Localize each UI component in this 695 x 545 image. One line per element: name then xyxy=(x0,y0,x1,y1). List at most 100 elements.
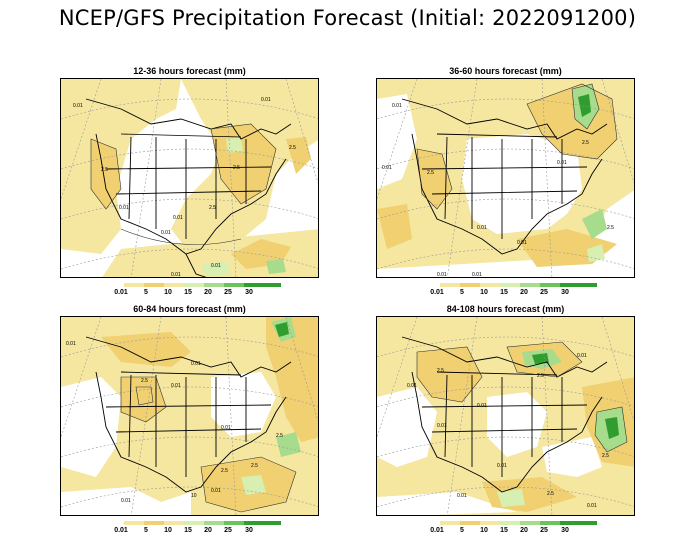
svg-text:2.5: 2.5 xyxy=(209,205,216,211)
graticule xyxy=(377,317,634,515)
svg-text:0.01: 0.01 xyxy=(221,425,231,431)
svg-text:0.01: 0.01 xyxy=(173,215,183,221)
legend-label: 10 xyxy=(480,527,488,534)
svg-text:2.5: 2.5 xyxy=(289,145,296,151)
contour-lines xyxy=(120,376,297,513)
svg-text:2.5: 2.5 xyxy=(276,433,283,439)
contour-lines xyxy=(416,341,628,453)
legend-label: 5 xyxy=(144,289,148,296)
legend-label: 25 xyxy=(224,527,232,534)
legend-swatch-5 xyxy=(520,521,540,525)
svg-text:0.01: 0.01 xyxy=(161,230,171,236)
legend-swatch-2 xyxy=(460,283,480,287)
svg-text:0.01: 0.01 xyxy=(577,353,587,359)
svg-text:2.5: 2.5 xyxy=(427,170,434,176)
legend-label: 25 xyxy=(224,289,232,296)
legend-label: 5 xyxy=(460,289,464,296)
svg-text:0.01: 0.01 xyxy=(557,160,567,166)
map-svg: 0.01 2.5 0.01 0.01 2.5 0.01 0.01 2.5 0.0… xyxy=(377,79,634,278)
legend-label: 20 xyxy=(204,289,212,296)
map-svg: 0.01 2.5 0.01 0.01 2.5 0.01 0.01 2.5 0.0… xyxy=(377,317,634,515)
legend-label: 30 xyxy=(561,289,569,296)
legend-label: 15 xyxy=(500,289,508,296)
legend-label: 5 xyxy=(144,527,148,534)
contour-labels: 0.01 2.5 0.01 0.01 2.5 0.01 0.01 2.5 0.0… xyxy=(382,103,614,278)
panel-title: 12-36 hours forecast (mm) xyxy=(133,66,246,76)
legend-label: 20 xyxy=(204,527,212,534)
legend-swatch-5 xyxy=(520,283,540,287)
legend-swatch-2 xyxy=(144,521,164,525)
legend-swatch-4 xyxy=(500,521,520,525)
precipitation-map: 0.01 2.5 0.01 0.01 2.5 0.01 0.01 2.5 0.0… xyxy=(376,78,635,278)
contour-lines xyxy=(416,83,618,210)
legend-label: 30 xyxy=(245,289,253,296)
svg-text:2.5: 2.5 xyxy=(233,165,240,171)
legend-label: 10 xyxy=(164,527,172,534)
svg-text:0.01: 0.01 xyxy=(457,493,467,499)
svg-text:0.01: 0.01 xyxy=(191,361,201,367)
legend-label: 0.01 xyxy=(430,289,444,296)
legend-label: 15 xyxy=(500,527,508,534)
svg-text:2.5: 2.5 xyxy=(101,167,108,173)
contour-labels: 0.01 2.5 0.01 2.5 0.01 2.5 0.01 0.01 2.5… xyxy=(73,97,296,278)
legend-swatch-6 xyxy=(540,283,560,287)
svg-text:0.01: 0.01 xyxy=(66,341,76,347)
legend-swatch-4 xyxy=(500,283,520,287)
legend-label: 10 xyxy=(164,289,172,296)
svg-text:2.5: 2.5 xyxy=(607,225,614,231)
svg-text:0.01: 0.01 xyxy=(119,205,129,211)
legend-swatch-5 xyxy=(204,521,224,525)
legend-label: 10 xyxy=(480,289,488,296)
precipitation-map: 0.01 2.5 0.01 0.01 2.5 0.01 2.5 0.01 2.5… xyxy=(60,316,319,516)
legend-swatch-2 xyxy=(460,521,480,525)
legend-label: 15 xyxy=(184,527,192,534)
svg-text:0.01: 0.01 xyxy=(171,383,181,389)
svg-text:2.5: 2.5 xyxy=(437,368,444,374)
precip-fill-high xyxy=(241,317,301,495)
contour-labels: 0.01 2.5 0.01 0.01 2.5 0.01 0.01 2.5 0.0… xyxy=(407,353,609,509)
svg-text:0.01: 0.01 xyxy=(407,383,417,389)
svg-text:2.5: 2.5 xyxy=(547,491,554,497)
svg-text:0.01: 0.01 xyxy=(392,103,402,109)
svg-text:0.01: 0.01 xyxy=(477,225,487,231)
graticule xyxy=(61,79,318,277)
svg-text:2.5: 2.5 xyxy=(537,373,544,379)
precipitation-map: 0.01 2.5 0.01 2.5 0.01 2.5 0.01 0.01 2.5… xyxy=(60,78,319,278)
precip-fill-white xyxy=(377,94,634,277)
legend-label: 25 xyxy=(540,289,548,296)
legend-swatch-6 xyxy=(224,283,244,287)
legend: 0.01 5 10 15 20 25 30 xyxy=(430,283,597,299)
svg-text:0.01: 0.01 xyxy=(211,488,221,494)
contour-labels: 0.01 2.5 0.01 0.01 2.5 0.01 2.5 0.01 2.5… xyxy=(66,341,283,504)
legend-swatch-6 xyxy=(224,521,244,525)
svg-text:0.01: 0.01 xyxy=(121,498,131,504)
svg-text:0.01: 0.01 xyxy=(171,272,181,278)
panel-title: 36-60 hours forecast (mm) xyxy=(449,66,562,76)
svg-text:0.01: 0.01 xyxy=(261,97,271,103)
legend-label: 15 xyxy=(184,289,192,296)
legend-label: 5 xyxy=(460,527,464,534)
svg-text:0.01: 0.01 xyxy=(517,240,527,246)
legend-swatch-7 xyxy=(244,283,281,287)
svg-text:2.5: 2.5 xyxy=(582,140,589,146)
country-borders xyxy=(85,98,292,277)
svg-text:0.01: 0.01 xyxy=(472,272,482,278)
precip-fill-white xyxy=(61,372,276,515)
svg-text:2.5: 2.5 xyxy=(141,378,148,384)
legend-swatch-3 xyxy=(480,283,500,287)
legend-label: 0.01 xyxy=(114,289,128,296)
legend-swatch-4 xyxy=(184,521,204,525)
legend-swatch-3 xyxy=(164,283,184,287)
legend-swatch-1 xyxy=(440,521,460,525)
svg-text:0.01: 0.01 xyxy=(477,403,487,409)
svg-text:10: 10 xyxy=(191,493,197,499)
country-borders xyxy=(85,336,292,493)
precipitation-map: 0.01 2.5 0.01 0.01 2.5 0.01 0.01 2.5 0.0… xyxy=(376,316,635,516)
legend-swatch-1 xyxy=(124,283,144,287)
graticule xyxy=(377,79,634,277)
precip-fill-high xyxy=(497,349,627,507)
svg-text:0.01: 0.01 xyxy=(587,503,597,509)
legend-swatch-3 xyxy=(480,521,500,525)
legend-swatch-5 xyxy=(204,283,224,287)
country-borders xyxy=(401,98,608,255)
